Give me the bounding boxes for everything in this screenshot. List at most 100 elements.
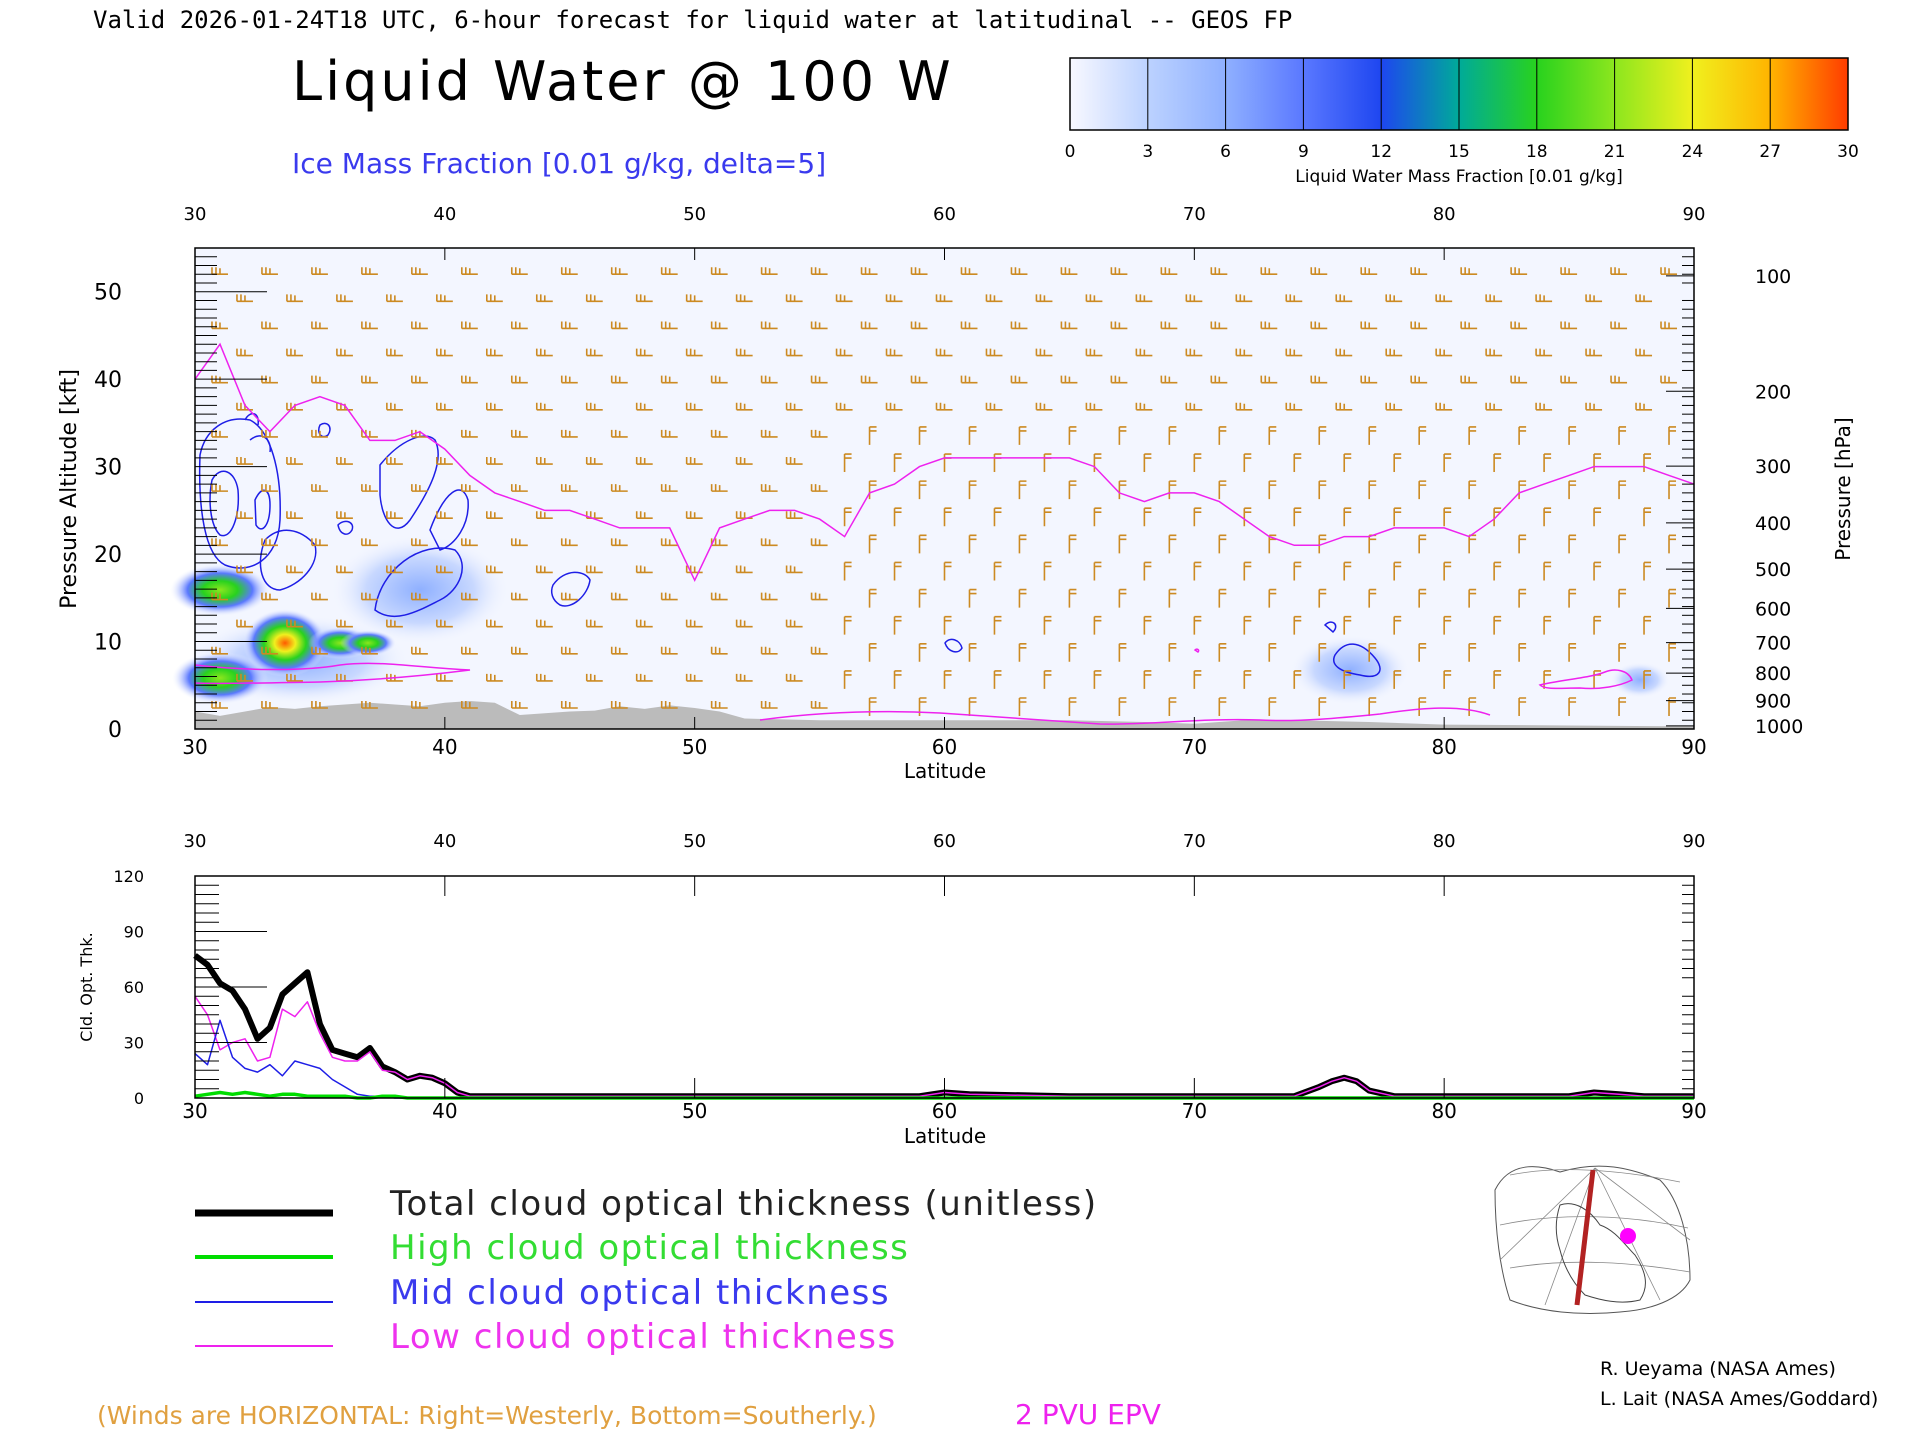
wind-barb-icon — [1043, 615, 1052, 635]
wind-barb-icon — [336, 348, 353, 357]
wind-barb-icon — [685, 294, 703, 303]
wind-barb-icon — [610, 592, 628, 601]
colorbar-ticks: 0 3 6 9 12 15 18 21 24 27 30 — [1065, 58, 1859, 162]
wind-barb-icon — [685, 565, 703, 574]
colorbar-tick-label: 0 — [1065, 142, 1076, 162]
lower-xlabel: Latitude — [904, 1124, 986, 1148]
wind-barb-icon — [535, 457, 553, 465]
wind-barb-icon — [1568, 642, 1577, 662]
wind-barb-icon — [361, 538, 378, 547]
wind-barb-icon — [610, 267, 628, 276]
wind-barb-icon — [1510, 321, 1528, 330]
wind-barb-icon — [261, 267, 278, 276]
wind-barb-icon — [1118, 697, 1127, 717]
wind-barb-icon — [1418, 697, 1427, 717]
wind-barb-icon — [1193, 453, 1202, 473]
lower-top-tick-label: 70 — [1183, 831, 1206, 852]
lower-top-tick-label: 60 — [933, 831, 956, 852]
wind-barb-icon — [486, 294, 503, 303]
wind-barb-icon — [286, 457, 303, 465]
wind-barb-icon — [1643, 507, 1652, 527]
wind-barb-icon — [1310, 375, 1328, 384]
wind-barb-icon — [486, 673, 503, 682]
lower-ylabel: Cld. Opt. Thk. — [77, 932, 96, 1041]
wind-barb-icon — [411, 267, 428, 276]
wind-barb-icon — [1085, 294, 1103, 303]
wind-barb-icon — [286, 348, 303, 357]
wind-barb-icon — [660, 646, 678, 655]
wind-barb-icon — [1568, 426, 1577, 445]
wind-barb-icon — [935, 294, 953, 303]
wind-barb-icon — [885, 348, 903, 357]
wind-barb-icon — [910, 321, 928, 330]
wind-barb-icon — [1293, 507, 1302, 527]
wind-barb-icon — [585, 511, 603, 520]
wind-barb-icon — [1143, 507, 1152, 527]
wind-barb-icon — [336, 457, 353, 465]
lower-top-tick-label: 80 — [1433, 831, 1456, 852]
upper-left-tick-label: 30 — [94, 456, 122, 481]
wind-barb-icon — [1143, 670, 1152, 689]
wind-barb-icon — [1293, 615, 1302, 635]
lower-bottom-tick-label: 50 — [682, 1099, 707, 1123]
wind-barb-icon — [1010, 375, 1028, 384]
wind-barb-icon — [1235, 294, 1253, 303]
colorbar-tick-label: 24 — [1682, 142, 1704, 162]
wind-barb-icon — [1368, 480, 1377, 500]
pv-label: 2 PVU EPV — [1015, 1398, 1161, 1431]
wind-barb-icon — [1085, 348, 1103, 357]
upper-bottom-tick-label: 60 — [932, 735, 957, 759]
wind-barb-icon — [1393, 615, 1402, 635]
wind-barb-icon — [560, 646, 578, 655]
wind-barb-icon — [968, 697, 977, 717]
wind-barb-icon — [1593, 615, 1602, 635]
wind-barb-icon — [835, 402, 853, 411]
upper-right-tick-label: 100 — [1755, 266, 1791, 288]
subtitle: Ice Mass Fraction [0.01 g/kg, delta=5] — [292, 147, 826, 180]
wind-barb-icon — [943, 670, 952, 689]
wind-barb-icon — [1385, 294, 1403, 303]
wind-barb-icon — [436, 348, 453, 357]
wind-barb-icon — [585, 565, 603, 574]
wind-barb-icon — [361, 429, 378, 438]
wind-barb-icon — [968, 426, 977, 445]
wind-barb-icon — [311, 321, 328, 330]
wind-barb-icon — [1460, 321, 1478, 330]
lower-left-tick-label: 90 — [124, 923, 144, 942]
wind-barb-icon — [760, 375, 778, 384]
lower-bottom-tick-label: 90 — [1681, 1099, 1706, 1123]
wind-barb-icon — [1518, 534, 1527, 554]
wind-barb-icon — [1385, 402, 1403, 411]
wind-barb-icon — [1618, 480, 1627, 500]
wind-barb-icon — [810, 321, 828, 330]
wind-barb-icon — [336, 294, 353, 303]
wind-barb-icon — [1318, 480, 1327, 500]
wind-barb-icon — [311, 484, 328, 492]
wind-barb-icon — [510, 646, 528, 655]
map-landmass — [1555, 1203, 1646, 1303]
wind-barb-icon — [386, 565, 403, 574]
wind-barb-icon — [486, 619, 503, 628]
upper-top-tick-label: 60 — [933, 204, 956, 225]
wind-barb-icon — [1360, 375, 1378, 384]
wind-barb-icon — [1218, 480, 1227, 500]
wind-barb-icon — [1268, 642, 1277, 662]
wind-barb-icon — [835, 348, 853, 357]
wind-barb-icon — [510, 375, 528, 384]
wind-barb-icon — [386, 294, 403, 303]
wind-barb-icon — [411, 646, 428, 655]
wind-barb-icon — [560, 592, 578, 601]
wind-barb-icon — [1343, 561, 1352, 581]
wind-barb-icon — [386, 348, 403, 357]
wind-barb-icon — [843, 561, 852, 581]
wind-barb-icon — [810, 429, 828, 438]
wind-barb-icon — [1335, 402, 1353, 411]
wind-barb-icon — [1110, 375, 1128, 384]
wind-barb-icon — [311, 429, 328, 438]
wind-barb-icon — [585, 348, 603, 357]
upper-left-tick-label: 10 — [94, 631, 122, 656]
wind-barb-icon — [236, 402, 253, 411]
wind-barb-icon — [960, 375, 978, 384]
lower-top-tick-label: 50 — [683, 831, 706, 852]
